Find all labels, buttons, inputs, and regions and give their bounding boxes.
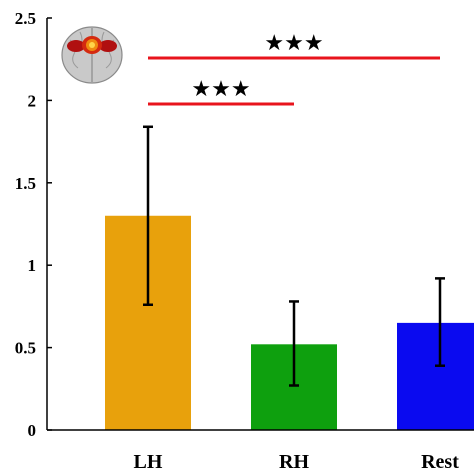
y-tick-label: 1.5 xyxy=(15,174,36,193)
y-tick-label: 0 xyxy=(28,421,37,440)
brain-icon xyxy=(61,26,123,84)
y-tick-label: 2 xyxy=(28,91,37,110)
y-tick-label: 1 xyxy=(28,256,37,275)
y-tick-label: 0.5 xyxy=(15,339,36,358)
x-tick-label: LH xyxy=(134,451,163,473)
bar-rest xyxy=(397,322,474,430)
significance-stars: ★★★ xyxy=(264,31,323,56)
y-tick-label: 2.5 xyxy=(15,9,36,28)
significance-stars: ★★★ xyxy=(191,77,250,102)
x-tick-label: Rest xyxy=(421,451,459,473)
x-tick-label: RH xyxy=(279,451,309,473)
